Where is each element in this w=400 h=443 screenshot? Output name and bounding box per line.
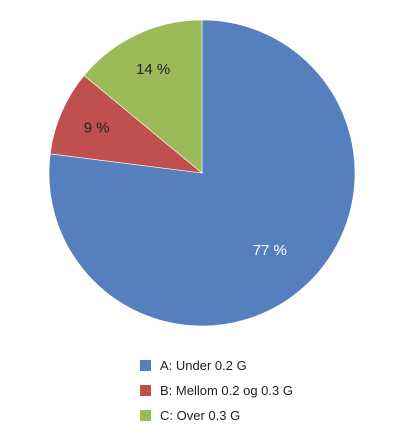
legend-label: B: Mellom 0.2 og 0.3 G <box>160 383 293 398</box>
legend-label: A: Under 0.2 G <box>160 358 247 373</box>
legend-swatch <box>140 385 151 396</box>
legend: A: Under 0.2 G B: Mellom 0.2 og 0.3 G C: O… <box>140 355 380 430</box>
data-label-slice-b: 9 % <box>84 119 110 136</box>
legend-item-c: C: Over 0.3 G <box>140 405 380 426</box>
legend-label: C: Over 0.3 G <box>160 408 241 423</box>
data-label-slice-a: 77 % <box>253 242 287 259</box>
legend-swatch <box>140 410 151 421</box>
pie-slice-b <box>49 75 203 174</box>
legend-item-a: A: Under 0.2 G <box>140 355 380 376</box>
pie-slice-c <box>83 19 203 174</box>
pie-slice-a <box>48 19 356 327</box>
data-label-slice-c: 14 % <box>136 61 170 78</box>
pie-data-labels: 77 % 9 % 14 % <box>84 61 287 259</box>
pie-plot-area: 77 % 9 % 14 % <box>48 19 356 327</box>
legend-item-b: B: Mellom 0.2 og 0.3 G <box>140 380 380 401</box>
pie-slices <box>48 19 356 327</box>
legend-swatch <box>140 360 151 371</box>
